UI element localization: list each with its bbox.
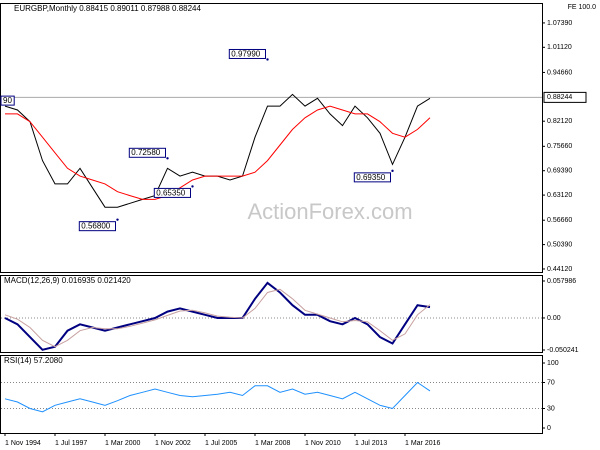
y-tick-label: 0.63120 bbox=[547, 192, 572, 199]
series-line bbox=[4, 281, 431, 351]
x-tick-label: 1 Jul 2005 bbox=[205, 440, 237, 447]
annotation-label: 0.97990 bbox=[231, 49, 260, 58]
watermark: ActionForex.com bbox=[247, 199, 412, 224]
y-tick-label: 0.75660 bbox=[547, 143, 572, 150]
y-tick-label: 0.057986 bbox=[547, 278, 576, 285]
x-tick-label: 1 Nov 1994 bbox=[5, 440, 41, 447]
x-tick-label: 1 Mar 2008 bbox=[255, 440, 291, 447]
x-tick-label: 1 Mar 2016 bbox=[405, 440, 441, 447]
last-price-box bbox=[543, 91, 587, 103]
x-tick-label: 1 Nov 2002 bbox=[155, 440, 191, 447]
annotation-label: 0.65350 bbox=[156, 188, 185, 197]
corner-label: FE 100.0 bbox=[568, 4, 597, 11]
x-tick-label: 1 Mar 2000 bbox=[105, 440, 141, 447]
annotation-label: 90 bbox=[3, 96, 12, 105]
x-tick-label: 1 Nov 2010 bbox=[305, 440, 341, 447]
y-tick-label: 0.44120 bbox=[547, 266, 572, 273]
y-tick-label: 0.82120 bbox=[547, 118, 572, 125]
y-tick-label: 0.50390 bbox=[547, 241, 572, 248]
macd-title: MACD(12,26,9) 0.016935 0.021420 bbox=[4, 276, 131, 285]
x-tick-label: 1 Jul 2013 bbox=[355, 440, 387, 447]
macd-panel bbox=[0, 275, 543, 353]
annotation-point bbox=[166, 157, 169, 160]
y-tick-label: 30 bbox=[547, 405, 555, 412]
rsi-panel bbox=[0, 355, 543, 434]
last-price-label: 0.88244 bbox=[547, 94, 572, 101]
annotation-label: 0.72580 bbox=[131, 148, 160, 157]
y-tick-label: 0.56660 bbox=[547, 217, 572, 224]
series-line bbox=[4, 288, 431, 348]
y-tick-label: 0.94660 bbox=[547, 69, 572, 76]
annotation-box bbox=[128, 147, 167, 158]
chart-title: EURGBP,Monthly 0.88415 0.89011 0.87988 0… bbox=[14, 4, 202, 13]
annotation-label: 0.69350 bbox=[356, 173, 385, 182]
main-panel bbox=[0, 3, 543, 273]
annotation-point bbox=[191, 185, 194, 188]
y-tick-label: -0.050241 bbox=[547, 347, 579, 354]
y-tick-label: 100 bbox=[547, 360, 559, 367]
y-tick-label: 0.00 bbox=[547, 315, 561, 322]
annotation-label: 0.56800 bbox=[81, 222, 110, 231]
rsi-title: RSI(14) 57.2080 bbox=[4, 356, 63, 365]
annotation-box bbox=[78, 221, 117, 232]
annotation-point bbox=[391, 169, 394, 173]
series-line bbox=[5, 105, 431, 200]
annotation-box bbox=[0, 95, 15, 106]
series-line bbox=[4, 381, 431, 413]
x-tick-label: 1 Jul 1997 bbox=[55, 440, 87, 447]
y-tick-label: 70 bbox=[547, 379, 555, 386]
y-tick-label: 1.01120 bbox=[547, 44, 572, 51]
annotation-box bbox=[353, 172, 391, 183]
y-tick-label: 0.69390 bbox=[547, 168, 572, 175]
annotation-point bbox=[116, 218, 119, 221]
annotation-point bbox=[266, 58, 269, 61]
y-tick-label: 1.07390 bbox=[547, 20, 572, 27]
y-tick-label: 0 bbox=[547, 425, 551, 432]
annotation-box bbox=[153, 187, 192, 198]
annotation-box bbox=[228, 48, 267, 59]
